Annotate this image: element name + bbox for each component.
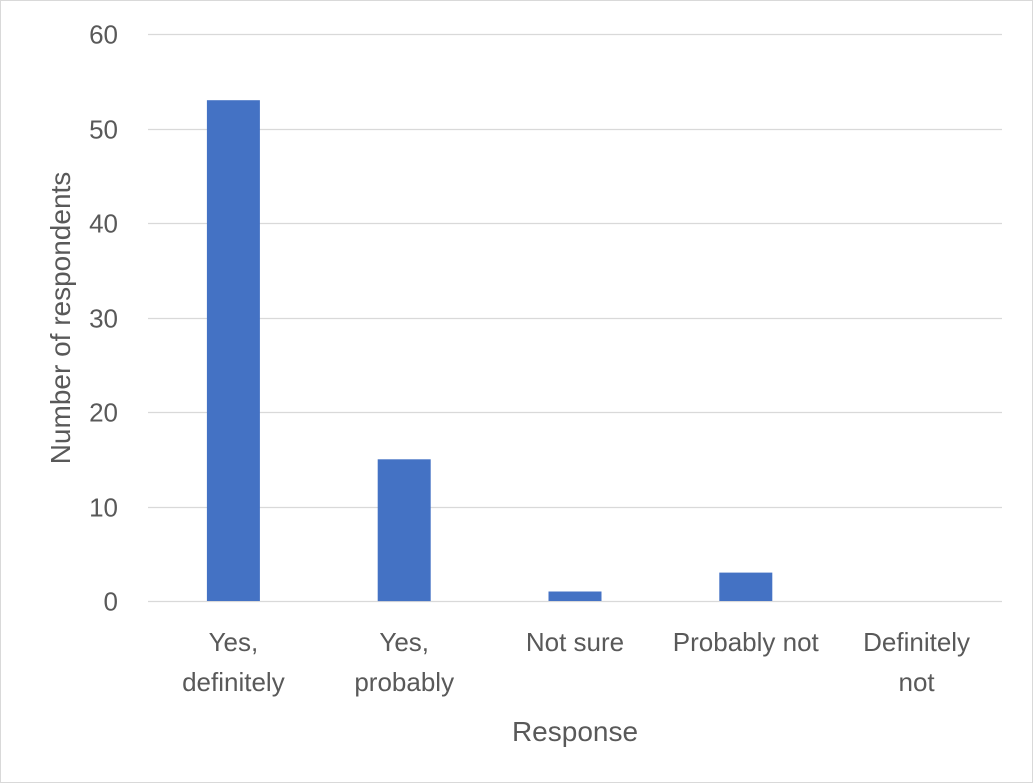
x-axis-tick-labels: Yes, definitely Yes, probably Not sure Probab…	[182, 627, 970, 697]
x-tick-label: Not sure	[526, 627, 624, 657]
y-tick-label: 30	[89, 304, 118, 334]
y-axis-tick-labels: 0 10 20 30 40 50 60	[89, 20, 118, 617]
x-tick-label: Yes, definitely	[182, 627, 285, 697]
x-tick-label: Definitely not	[863, 627, 970, 697]
x-tick-label: Yes, probably	[354, 627, 454, 697]
y-axis-title: Number of respondents	[45, 172, 76, 465]
bars	[206, 100, 773, 602]
y-tick-label: 20	[89, 398, 118, 428]
bar	[206, 100, 260, 601]
x-tick-label: Probably not	[673, 627, 820, 657]
y-tick-label: 40	[89, 209, 118, 239]
x-axis-title: Response	[512, 716, 638, 747]
y-tick-label: 0	[104, 587, 118, 617]
y-tick-label: 50	[89, 115, 118, 145]
bar	[377, 459, 431, 602]
y-tick-label: 10	[89, 493, 118, 523]
y-tick-label: 60	[89, 20, 118, 50]
gridlines	[148, 33, 1002, 603]
bar	[719, 572, 773, 601]
bar	[548, 591, 602, 601]
